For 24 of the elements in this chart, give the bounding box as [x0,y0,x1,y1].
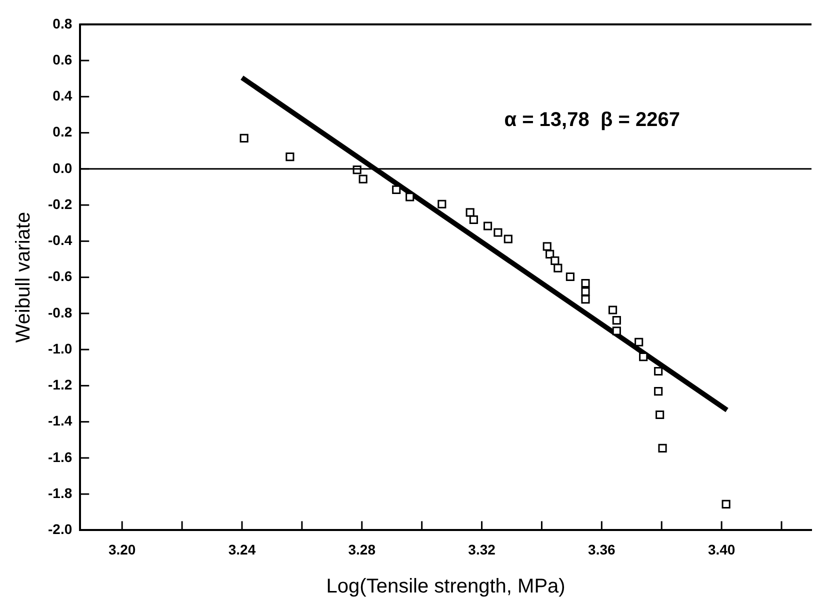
x-tick-label: 3.32 [468,541,496,558]
y-tick-label: -0.6 [48,268,72,284]
x-tick-label: 3.20 [108,541,136,558]
y-tick-label: 0.2 [52,124,72,140]
y-tick-label: 0.0 [52,160,72,176]
y-tick-label: 0.6 [52,51,72,68]
y-tick-label: -1.6 [48,448,72,465]
x-tick-label: 3.36 [588,541,616,558]
y-tick-label: -1.2 [48,376,72,393]
y-tick-label: -0.4 [48,232,72,248]
y-tick-label: -1.0 [48,340,72,356]
x-tick-label: 3.28 [348,541,376,558]
y-tick-label: -1.4 [48,412,72,429]
x-axis-title: Log(Tensile strength, MPa) [326,576,566,598]
y-tick-label: -1.8 [48,484,72,501]
x-tick-label: 3.24 [228,541,256,558]
annotation: α = 13,78 β = 2267 [504,109,680,132]
y-tick-label: -2.0 [48,521,72,538]
y-tick-label: 0.4 [52,88,72,104]
y-axis-title: Weibull variate [12,212,35,343]
y-tick-label: -0.8 [48,304,72,320]
y-tick-label: -0.2 [48,196,72,212]
x-tick-label: 3.40 [708,541,736,558]
y-tick-label: 0.8 [52,15,72,32]
